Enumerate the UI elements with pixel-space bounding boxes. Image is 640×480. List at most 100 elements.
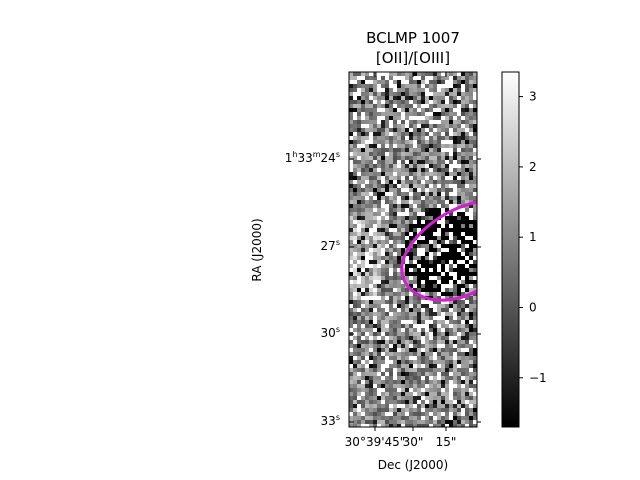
image-pixel	[405, 340, 409, 344]
image-pixel	[409, 188, 413, 192]
image-pixel	[353, 140, 357, 144]
image-pixel	[457, 400, 461, 404]
image-pixel	[441, 396, 445, 400]
image-pixel	[425, 292, 429, 296]
image-pixel	[413, 224, 417, 228]
image-pixel	[421, 384, 425, 388]
image-pixel	[349, 212, 353, 216]
image-pixel	[409, 96, 413, 100]
image-pixel	[425, 404, 429, 408]
image-pixel	[461, 360, 465, 364]
image-pixel	[425, 256, 429, 260]
image-pixel	[453, 200, 457, 204]
image-pixel	[361, 336, 365, 340]
image-pixel	[417, 140, 421, 144]
image-pixel	[437, 128, 441, 132]
image-pixel	[357, 240, 361, 244]
image-pixel	[449, 328, 453, 332]
image-pixel	[397, 268, 401, 272]
image-pixel	[465, 132, 469, 136]
image-pixel	[389, 408, 393, 412]
image-pixel	[433, 332, 437, 336]
image-pixel	[469, 376, 473, 380]
image-pixel	[349, 356, 353, 360]
image-pixel	[429, 332, 433, 336]
image-pixel	[461, 212, 465, 216]
image-pixel	[449, 248, 453, 252]
image-pixel	[445, 388, 449, 392]
image-pixel	[437, 408, 441, 412]
image-pixel	[357, 232, 361, 236]
image-pixel	[389, 204, 393, 208]
image-pixel	[361, 96, 365, 100]
image-pixel	[449, 300, 453, 304]
image-pixel	[445, 244, 449, 248]
image-pixel	[377, 264, 381, 268]
image-pixel	[369, 100, 373, 104]
image-pixel	[449, 396, 453, 400]
image-pixel	[361, 172, 365, 176]
image-pixel	[389, 392, 393, 396]
image-pixel	[445, 148, 449, 152]
image-pixel	[465, 224, 469, 228]
image-pixel	[429, 276, 433, 280]
image-pixel	[409, 104, 413, 108]
image-pixel	[361, 424, 365, 427]
image-pixel	[413, 384, 417, 388]
image-pixel	[413, 196, 417, 200]
image-pixel	[385, 352, 389, 356]
image-pixel	[389, 312, 393, 316]
image-pixel	[373, 348, 377, 352]
image-pixel	[385, 240, 389, 244]
image-pixel	[421, 340, 425, 344]
image-pixel	[441, 116, 445, 120]
image-pixel	[401, 332, 405, 336]
image-pixel	[449, 336, 453, 340]
image-pixel	[429, 368, 433, 372]
image-pixel	[397, 216, 401, 220]
image-pixel	[361, 280, 365, 284]
image-pixel	[449, 288, 453, 292]
image-pixel	[441, 424, 445, 427]
image-pixel	[469, 184, 473, 188]
image-pixel	[377, 296, 381, 300]
image-pixel	[469, 84, 473, 88]
image-pixel	[461, 280, 465, 284]
image-pixel	[457, 384, 461, 388]
image-pixel	[385, 276, 389, 280]
image-pixel	[453, 112, 457, 116]
image-pixel	[393, 84, 397, 88]
image-pixel	[469, 256, 473, 260]
image-pixel	[421, 372, 425, 376]
image-pixel	[465, 124, 469, 128]
image-pixel	[409, 272, 413, 276]
image-pixel	[453, 392, 457, 396]
image-pixel	[365, 296, 369, 300]
image-pixel	[405, 376, 409, 380]
image-pixel	[433, 296, 437, 300]
image-pixel	[461, 176, 465, 180]
image-pixel	[441, 392, 445, 396]
image-pixel	[353, 144, 357, 148]
image-pixel	[405, 124, 409, 128]
image-pixel	[369, 360, 373, 364]
image-pixel	[469, 388, 473, 392]
image-pixel	[421, 268, 425, 272]
image-pixel	[397, 192, 401, 196]
image-pixel	[421, 100, 425, 104]
image-pixel	[397, 396, 401, 400]
image-pixel	[461, 156, 465, 160]
image-pixel	[389, 188, 393, 192]
image-pixel	[393, 112, 397, 116]
image-pixel	[401, 280, 405, 284]
image-pixel	[405, 392, 409, 396]
image-pixel	[449, 160, 453, 164]
image-pixel	[445, 112, 449, 116]
image-pixel	[369, 396, 373, 400]
image-pixel	[401, 216, 405, 220]
image-pixel	[365, 344, 369, 348]
image-pixel	[421, 260, 425, 264]
image-pixel	[429, 72, 433, 76]
image-pixel	[437, 228, 441, 232]
image-pixel	[385, 200, 389, 204]
